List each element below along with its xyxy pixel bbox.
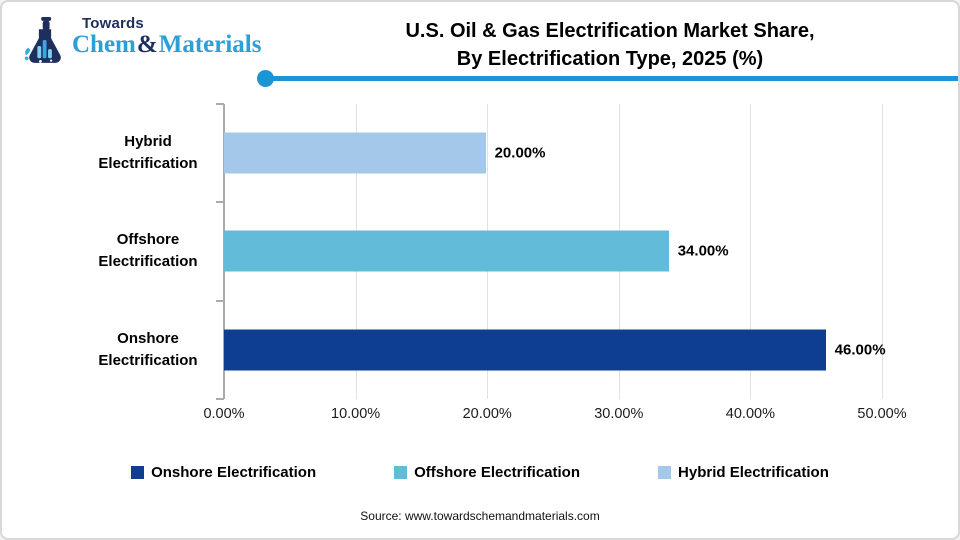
legend-label: Hybrid Electrification: [678, 464, 829, 481]
x-tick-label: 50.00%: [857, 406, 907, 422]
logo-towards: Towards: [82, 15, 144, 32]
logo-text: Towards Chem&Materials: [72, 15, 261, 58]
bar-hybrid-electrification: [224, 132, 486, 174]
gridline: [750, 104, 752, 399]
x-tick-label: 0.00%: [203, 406, 245, 422]
title-line-2: By Electrification Type, 2025 (%): [456, 48, 764, 70]
x-tick-label: 40.00%: [725, 406, 775, 422]
bar-track: 46.00%: [224, 301, 886, 399]
axis-tick: [216, 201, 224, 204]
value-label: 46.00%: [834, 341, 886, 359]
logo-ampersand: &: [136, 31, 158, 58]
logo-main: Chem&Materials: [72, 32, 261, 58]
chart-legend: Onshore Electrification Offshore Electrif…: [2, 464, 958, 481]
header: Towards Chem&Materials U.S. Oil & Gas El…: [2, 2, 958, 73]
source-text: Source: www.towardschemandmaterials.com: [360, 509, 600, 523]
bar-rows: Hybrid Electrification 20.00% Offshore Ele…: [2, 104, 886, 399]
axis-tick: [216, 103, 224, 105]
logo-chem: Chem: [72, 31, 136, 58]
chart-row: Offshore Electrification 34.00%: [2, 202, 878, 300]
bar-offshore-electrification: [224, 230, 669, 272]
category-label: Hybrid Electrification: [98, 133, 198, 173]
legend-label: Offshore Electrification: [414, 464, 581, 481]
bar-chart: Hybrid Electrification 20.00% Offshore Ele…: [2, 102, 958, 400]
axis-tick: [216, 299, 224, 302]
value-label: 20.00%: [494, 144, 546, 162]
chart-row: Onshore Electrification 46.00%: [2, 301, 886, 399]
value-label: 34.00%: [677, 242, 729, 260]
axis-tick: [216, 398, 224, 400]
title-underline: [2, 70, 958, 88]
bar-track: 20.00%: [224, 104, 878, 202]
x-tick-label: 20.00%: [462, 406, 512, 422]
bar-track: 34.00%: [224, 202, 878, 300]
brand-logo: Towards Chem&Materials: [22, 15, 280, 69]
x-tick-label: 30.00%: [594, 406, 644, 422]
underline-line: [265, 76, 958, 81]
legend-swatch-icon: [394, 466, 408, 479]
legend-item: Offshore Electrification: [394, 464, 580, 481]
flask-icon: [24, 17, 61, 63]
bar-onshore-electrification: [224, 329, 826, 371]
gridline: [882, 104, 883, 399]
legend-item: Onshore Electrification: [131, 464, 316, 481]
logo-materials: Materials: [158, 31, 262, 58]
category-label: Onshore Electrification: [98, 329, 198, 369]
x-axis: 0.00% 10.00% 20.00% 30.00% 40.00% 50.00%: [203, 406, 906, 428]
title-line-1: U.S. Oil & Gas Electrification Market Sh…: [405, 20, 815, 42]
legend-label: Onshore Electrification: [151, 464, 317, 481]
legend-swatch-icon: [658, 466, 672, 479]
legend-item: Hybrid Electrification: [658, 464, 829, 481]
x-tick-label: 10.00%: [331, 406, 381, 422]
chart-row: Hybrid Electrification 20.00%: [2, 104, 878, 202]
legend-swatch-icon: [131, 466, 145, 479]
category-label: Offshore Electrification: [98, 231, 198, 271]
page-title: U.S. Oil & Gas Electrification Market Sh…: [280, 17, 940, 73]
